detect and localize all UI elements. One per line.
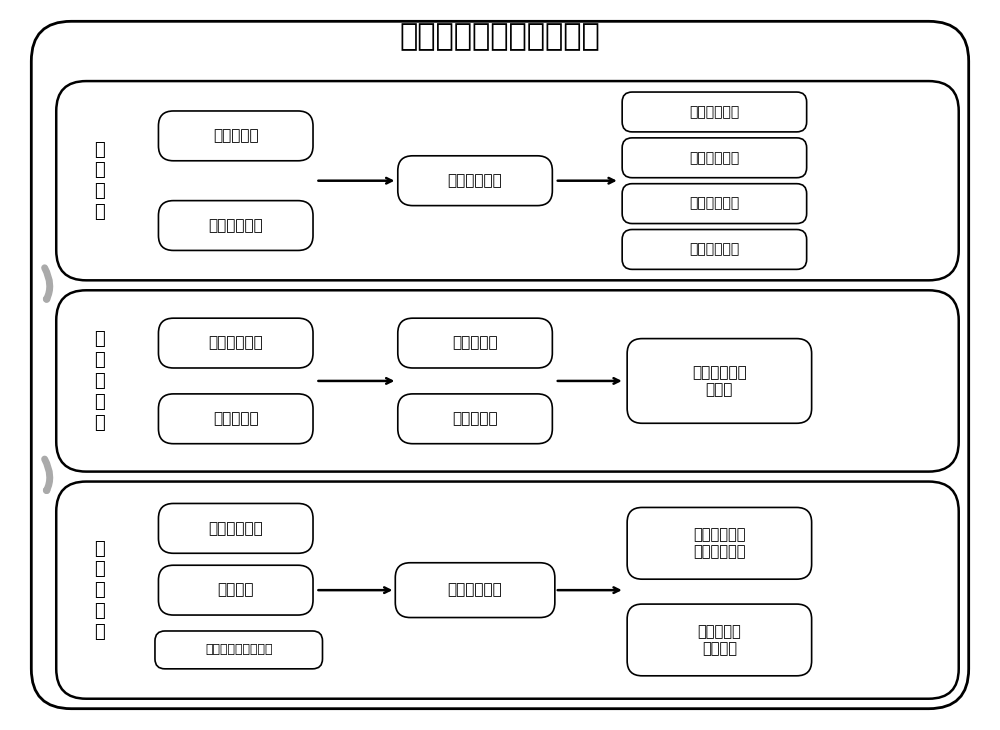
Text: 空间载荷模型: 空间载荷模型 bbox=[208, 521, 263, 536]
Text: 轨道六根数: 轨道六根数 bbox=[213, 128, 259, 143]
FancyBboxPatch shape bbox=[158, 111, 313, 161]
FancyBboxPatch shape bbox=[398, 394, 552, 444]
FancyBboxPatch shape bbox=[627, 507, 812, 579]
FancyBboxPatch shape bbox=[158, 394, 313, 444]
FancyArrowPatch shape bbox=[45, 459, 50, 491]
Text: 某时刻结构
温度云图: 某时刻结构 温度云图 bbox=[698, 623, 741, 656]
FancyBboxPatch shape bbox=[158, 201, 313, 250]
FancyBboxPatch shape bbox=[56, 291, 959, 472]
FancyBboxPatch shape bbox=[622, 184, 807, 223]
FancyBboxPatch shape bbox=[622, 229, 807, 269]
FancyBboxPatch shape bbox=[627, 604, 812, 676]
Text: 仿真参数设置: 仿真参数设置 bbox=[448, 583, 502, 598]
Text: 温
度
场
计
算: 温 度 场 计 算 bbox=[94, 539, 104, 641]
Text: 进出地影时刻: 进出地影时刻 bbox=[448, 173, 502, 188]
Text: 热网格划分: 热网格划分 bbox=[452, 336, 498, 350]
FancyBboxPatch shape bbox=[158, 318, 313, 368]
Text: 热节点吸收的
外热流: 热节点吸收的 外热流 bbox=[692, 365, 747, 397]
Text: 热节点随时间
变化的温度值: 热节点随时间 变化的温度值 bbox=[693, 527, 746, 559]
FancyBboxPatch shape bbox=[627, 339, 812, 423]
FancyBboxPatch shape bbox=[155, 631, 322, 669]
Text: 进出地影时刻: 进出地影时刻 bbox=[689, 196, 740, 211]
Text: 辐射角系数: 辐射角系数 bbox=[452, 411, 498, 426]
FancyBboxPatch shape bbox=[398, 155, 552, 206]
FancyBboxPatch shape bbox=[395, 563, 555, 618]
Text: 大型空间载荷在轨热分析: 大型空间载荷在轨热分析 bbox=[400, 22, 600, 51]
Text: 进出地影时刻: 进出地影时刻 bbox=[689, 242, 740, 256]
Text: 轨道六根数: 轨道六根数 bbox=[213, 411, 259, 426]
Text: 轨道仿真参数: 轨道仿真参数 bbox=[208, 218, 263, 233]
FancyBboxPatch shape bbox=[31, 21, 969, 709]
Text: 进出地影时刻: 进出地影时刻 bbox=[689, 105, 740, 119]
FancyBboxPatch shape bbox=[56, 81, 959, 280]
FancyBboxPatch shape bbox=[158, 565, 313, 615]
Text: 空间载荷模型: 空间载荷模型 bbox=[208, 336, 263, 350]
Text: 轨
道
计
算: 轨 道 计 算 bbox=[94, 140, 104, 221]
FancyBboxPatch shape bbox=[622, 92, 807, 132]
FancyBboxPatch shape bbox=[158, 504, 313, 553]
FancyArrowPatch shape bbox=[45, 268, 50, 299]
Text: 材料参数: 材料参数 bbox=[217, 583, 254, 598]
Text: 进出地影时刻: 进出地影时刻 bbox=[689, 151, 740, 165]
Text: 内部扰动（内热源）: 内部扰动（内热源） bbox=[205, 643, 272, 656]
FancyBboxPatch shape bbox=[56, 482, 959, 699]
Text: 外
热
流
计
算: 外 热 流 计 算 bbox=[94, 331, 104, 431]
FancyBboxPatch shape bbox=[622, 138, 807, 177]
FancyBboxPatch shape bbox=[398, 318, 552, 368]
